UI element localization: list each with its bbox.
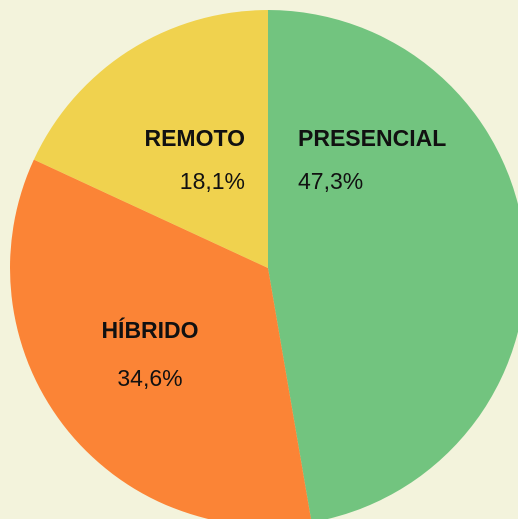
slice-label: HÍBRIDO: [101, 316, 198, 343]
slice-value-label: 18,1%: [180, 168, 245, 194]
slice-value-label: 34,6%: [117, 365, 182, 391]
slice-label: PRESENCIAL: [298, 125, 446, 151]
slice-value-label: 47,3%: [298, 168, 363, 194]
slice-label: REMOTO: [144, 125, 245, 151]
pie-slice: [268, 10, 518, 519]
pie-slice: [33, 10, 268, 268]
pie-slice: [10, 159, 311, 519]
